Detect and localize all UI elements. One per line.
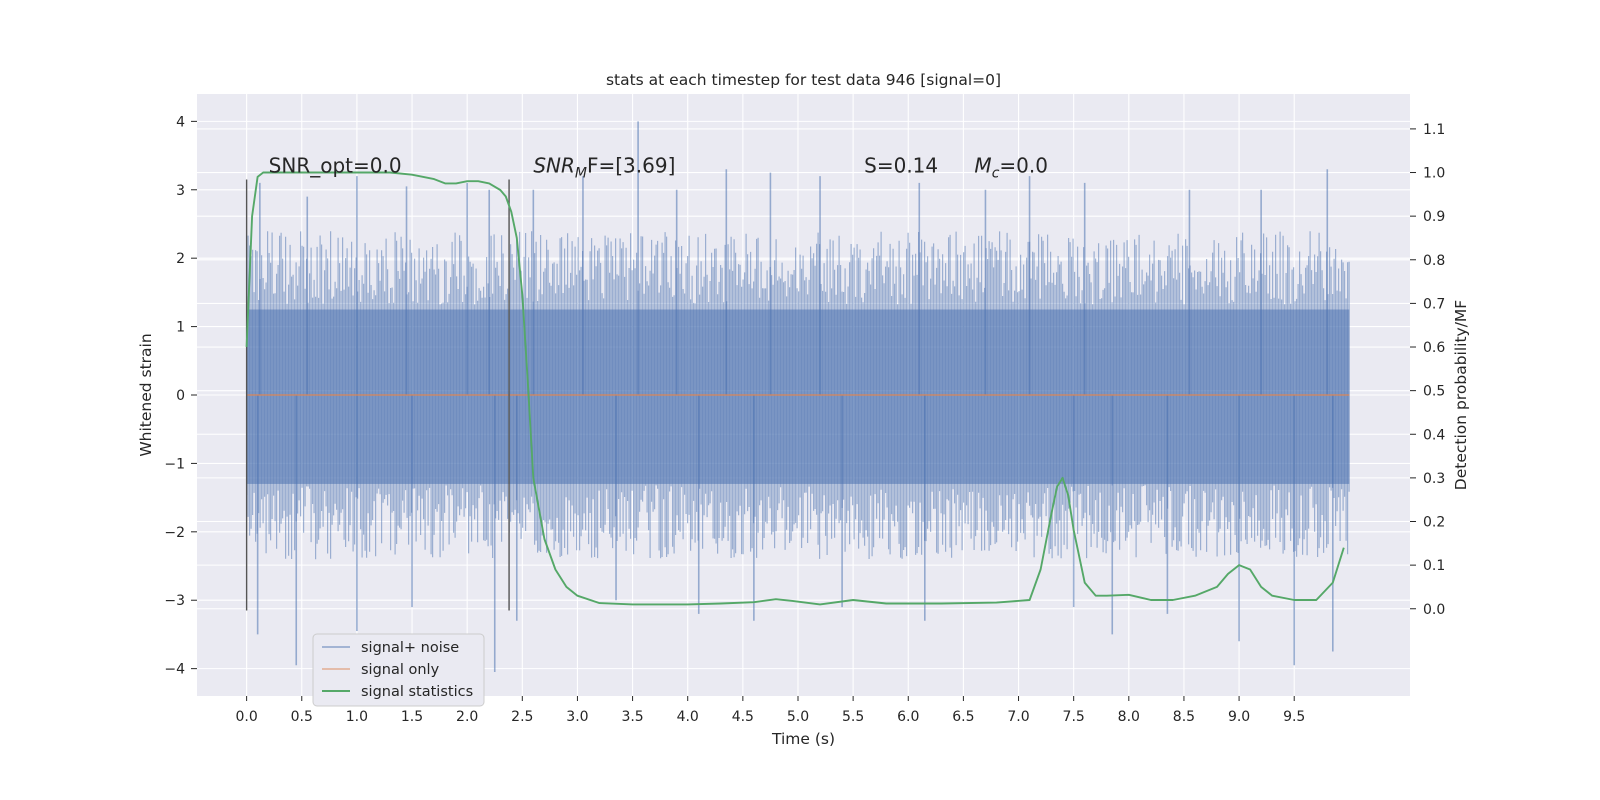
x-tick-label: 5.0 — [787, 709, 809, 725]
axes: 0.0 0.5 1.0 1.5 2.0 2.5 3.0 3.5 4.0 4.5 5.0 5.5 6.0 6… — [164, 114, 1445, 725]
y-tick-label: −3 — [164, 593, 185, 609]
y2-axis-label: Detection probability/MF — [1452, 300, 1470, 491]
x-tick-label: 1.5 — [401, 709, 423, 725]
legend: signal+ noise signal only signal statist… — [312, 633, 485, 707]
x-tick-label: 0.5 — [291, 709, 313, 725]
chart-title: stats at each timestep for test data 946… — [606, 71, 1001, 89]
annotation-snr-mf: SNRMF=[3.69] — [533, 154, 675, 182]
y2-tick-label: 0.3 — [1423, 471, 1445, 487]
annotation-mc: Mc=0.0 — [974, 154, 1048, 182]
x-tick-label: 0.0 — [235, 709, 257, 725]
vertical-markers — [245, 179, 510, 611]
legend-label-signal-only: signal only — [361, 662, 440, 678]
x-tick-label: 9.5 — [1283, 709, 1305, 725]
y2-tick-label: 0.2 — [1423, 515, 1445, 531]
legend-label-signal-statistics: signal statistics — [361, 684, 473, 700]
y2-tick-label: 0.4 — [1423, 427, 1445, 443]
y-tick-label: 1 — [176, 320, 185, 336]
y-tick-label: −4 — [164, 662, 185, 678]
signal-noise-series — [246, 121, 1350, 673]
x-tick-label: 2.5 — [511, 709, 533, 725]
y-tick-label: −1 — [164, 456, 185, 472]
y2-tick-label: 0.9 — [1423, 209, 1445, 225]
x-tick-label: 8.5 — [1173, 709, 1195, 725]
annotation-snr-mf-value: F=[3.69] — [587, 154, 675, 178]
x-tick-label: 3.5 — [621, 709, 643, 725]
y2-tick-label: 1.1 — [1423, 122, 1445, 138]
annotation-snr-mf-sub: M — [575, 166, 587, 182]
x-tick-label: 6.0 — [897, 709, 919, 725]
annotation-s: S=0.14 — [864, 154, 938, 178]
y2-tick-label: 0.7 — [1423, 296, 1445, 312]
x-tick-label: 1.0 — [346, 709, 368, 725]
signal-statistics-series — [245, 171, 1345, 606]
annotation-snr-mf-main: SNR — [533, 154, 575, 178]
annotation-mc-main: M — [974, 154, 991, 178]
x-tick-label: 8.0 — [1118, 709, 1140, 725]
annotation-mc-value: =0.0 — [999, 154, 1048, 178]
signal-statistics-line — [245, 171, 1345, 606]
y2-tick-label: 0.5 — [1423, 384, 1445, 400]
y2-tick-label: 0.8 — [1423, 253, 1445, 269]
y-tick-label: 2 — [176, 251, 185, 267]
y2-tick-label: 1.0 — [1423, 166, 1445, 182]
legend-label-signal-noise: signal+ noise — [361, 640, 459, 656]
x-tick-label: 3.0 — [566, 709, 588, 725]
y-tick-label: 0 — [176, 388, 185, 404]
y-axis-label: Whitened strain — [137, 333, 155, 456]
x-tick-label: 4.5 — [732, 709, 754, 725]
annotation-mc-sub: c — [992, 166, 1000, 182]
annotation-snr-opt: SNR_opt=0.0 — [269, 154, 402, 178]
y2-tick-label: 0.6 — [1423, 340, 1445, 356]
x-tick-label: 4.0 — [677, 709, 699, 725]
x-tick-label: 6.5 — [952, 709, 974, 725]
y2-tick-label: 0.0 — [1423, 602, 1445, 618]
x-tick-label: 5.5 — [842, 709, 864, 725]
x-tick-label: 9.0 — [1228, 709, 1250, 725]
x-axis-label: Time (s) — [771, 730, 835, 748]
y-tick-label: −2 — [164, 525, 185, 541]
x-tick-label: 7.0 — [1007, 709, 1029, 725]
x-tick-label: 7.5 — [1063, 709, 1085, 725]
legend-box — [312, 633, 485, 707]
y-tick-label: 3 — [176, 183, 185, 199]
annotations: SNR_opt=0.0 SNRMF=[3.69] S=0.14 Mc=0.0 — [269, 154, 1048, 182]
x-tick-label: 2.0 — [456, 709, 478, 725]
y-tick-label: 4 — [176, 114, 185, 130]
y2-tick-label: 0.1 — [1423, 558, 1445, 574]
